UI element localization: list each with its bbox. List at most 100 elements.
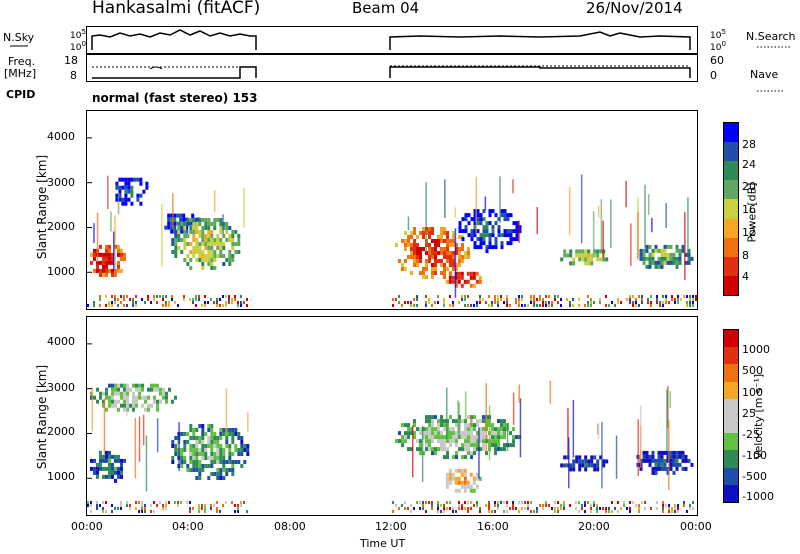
power-cell xyxy=(687,252,691,257)
velocity-cell xyxy=(451,476,455,481)
velocity-cell xyxy=(503,435,506,440)
power-cell xyxy=(449,243,452,247)
velocity-cell xyxy=(464,439,467,444)
power-cell xyxy=(464,217,468,222)
power-cell xyxy=(464,251,467,255)
velocity-cell xyxy=(476,447,479,452)
power-near-range-cell xyxy=(494,295,496,298)
power-near-range-cell xyxy=(443,298,445,301)
power-cell xyxy=(145,181,149,186)
power-streak xyxy=(222,214,224,235)
velocity-cell xyxy=(500,447,503,452)
power-cell xyxy=(590,253,594,258)
velocity-cell xyxy=(467,423,470,428)
velocity-cell xyxy=(663,462,667,467)
velocity-cell xyxy=(569,467,573,472)
power-near-range-cell xyxy=(476,301,478,304)
power-near-range-cell xyxy=(443,304,445,307)
velocity-near-range-cell xyxy=(219,510,221,513)
velocity-cell xyxy=(469,472,473,477)
velocity-cell xyxy=(198,460,202,464)
velocity-near-range-cell xyxy=(192,507,194,510)
power-near-range-cell xyxy=(530,298,532,301)
power-cell xyxy=(599,257,603,262)
velocity-cell xyxy=(126,387,129,392)
velocity-near-range-cell xyxy=(204,504,206,507)
power-near-range-cell xyxy=(689,301,691,304)
power-cell xyxy=(473,229,477,234)
velocity-near-range-cell xyxy=(461,504,463,507)
velocity-near-range-cell xyxy=(668,504,670,507)
power-near-range-cell xyxy=(449,295,451,298)
velocity-cell xyxy=(219,436,223,440)
power-cell xyxy=(596,257,600,262)
power-streak xyxy=(213,190,216,213)
xaxis-label: Time UT xyxy=(360,537,406,550)
velocity-cell xyxy=(684,454,688,459)
velocity-cell xyxy=(482,443,485,448)
power-streak xyxy=(475,176,477,235)
power-cell xyxy=(431,251,434,255)
velocity-cell xyxy=(216,448,220,452)
velocity-near-range-cell xyxy=(557,501,559,504)
velocity-cell xyxy=(201,428,205,432)
velocity-cell xyxy=(404,423,407,428)
velocity-cell xyxy=(195,464,199,468)
colorbar-segment xyxy=(724,161,738,181)
velocity-near-range-cell xyxy=(689,507,691,510)
power-cell xyxy=(90,260,93,265)
power-cell xyxy=(443,267,446,271)
power-near-range-cell xyxy=(542,304,544,307)
velocity-near-range-cell xyxy=(425,510,427,513)
power-near-range-cell xyxy=(659,301,661,304)
power-cell xyxy=(118,185,122,190)
velocity-cell xyxy=(681,454,685,459)
velocity-near-range-cell xyxy=(560,507,562,510)
power-near-range-cell xyxy=(129,298,131,301)
velocity-cell xyxy=(500,427,503,432)
power-cell xyxy=(584,257,588,262)
velocity-cell xyxy=(237,452,241,456)
velocity-cell xyxy=(165,395,168,400)
power-near-range-cell xyxy=(650,301,652,304)
velocity-cell xyxy=(425,439,428,444)
velocity-near-range-cell xyxy=(102,510,104,513)
velocity-cell xyxy=(96,466,99,471)
power-near-range-cell xyxy=(626,298,628,301)
power-cell xyxy=(470,233,474,238)
velocity-cell xyxy=(234,444,238,448)
velocity-cell xyxy=(192,436,196,440)
power-cell xyxy=(198,230,202,234)
velocity-cell xyxy=(204,464,208,468)
velocity-cell xyxy=(479,431,482,436)
velocity-cell xyxy=(657,458,661,463)
power-cell xyxy=(191,213,195,218)
velocity-near-range-cell xyxy=(623,504,625,507)
power-cell xyxy=(445,279,449,284)
power-near-range-cell xyxy=(398,295,400,298)
power-cell xyxy=(173,213,177,218)
velocity-cell xyxy=(207,476,211,480)
velocity-near-range-cell xyxy=(551,507,553,510)
velocity-cell xyxy=(445,480,449,485)
velocity-cell xyxy=(566,455,570,460)
power-cell xyxy=(186,254,190,258)
velocity-near-range-cell xyxy=(216,501,218,504)
velocity-cell xyxy=(141,383,144,388)
velocity-near-range-cell xyxy=(398,507,400,510)
power-cell xyxy=(473,241,477,246)
velocity-cell xyxy=(472,488,476,493)
velocity-cell xyxy=(108,383,111,388)
power-near-range-cell xyxy=(506,295,508,298)
power-streak xyxy=(518,220,520,243)
velocity-near-range-cell xyxy=(548,504,550,507)
velocity-cell xyxy=(654,462,658,467)
power-cell xyxy=(115,181,119,186)
velocity-cell xyxy=(584,463,588,468)
power-near-range-cell xyxy=(692,304,694,307)
power-cell xyxy=(428,255,431,259)
velocity-cell xyxy=(189,436,193,440)
velocity-near-range-cell xyxy=(611,501,613,504)
power-cell xyxy=(419,259,422,263)
velocity-cell xyxy=(467,435,470,440)
